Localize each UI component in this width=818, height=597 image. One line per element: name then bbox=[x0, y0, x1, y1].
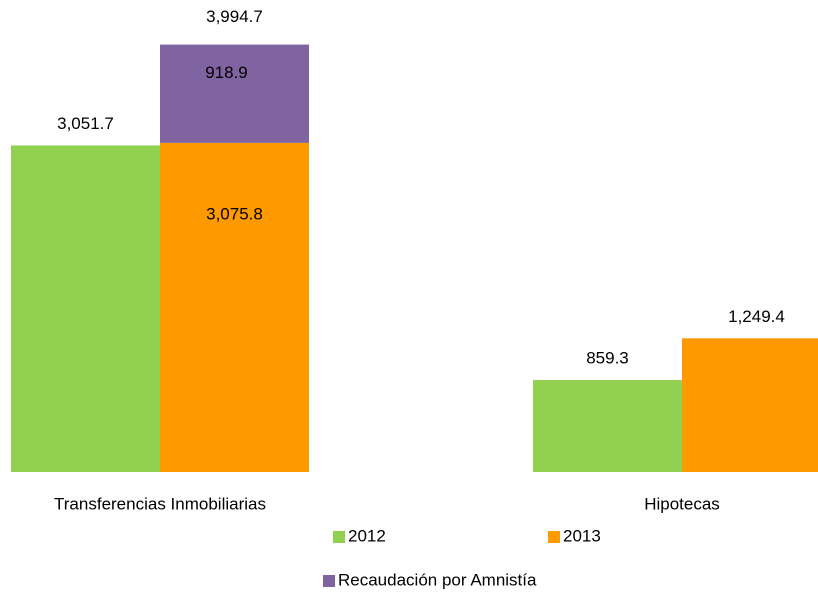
bar bbox=[11, 145, 160, 473]
total-label: 3,994.7 bbox=[206, 7, 263, 26]
data-label: 3,075.8 bbox=[206, 204, 263, 223]
legend-label: 2012 bbox=[348, 526, 386, 545]
bar-segment bbox=[160, 44, 309, 143]
bar bbox=[682, 338, 818, 472]
data-label: 3,051.7 bbox=[57, 114, 114, 133]
data-label: 918.9 bbox=[205, 63, 248, 82]
legend-label: Recaudación por Amnistía bbox=[338, 570, 537, 589]
legend-swatch bbox=[323, 575, 335, 587]
x-tick-label: Transferencias Inmobiliarias bbox=[54, 494, 266, 513]
bar bbox=[533, 380, 682, 472]
data-label: 1,249.4 bbox=[728, 307, 785, 326]
legend-swatch bbox=[333, 531, 345, 543]
legend-label: 2013 bbox=[563, 526, 601, 545]
legend-swatch bbox=[548, 531, 560, 543]
data-label: 859.3 bbox=[586, 349, 629, 368]
bar bbox=[160, 142, 309, 472]
x-tick-label: Hipotecas bbox=[644, 494, 720, 513]
